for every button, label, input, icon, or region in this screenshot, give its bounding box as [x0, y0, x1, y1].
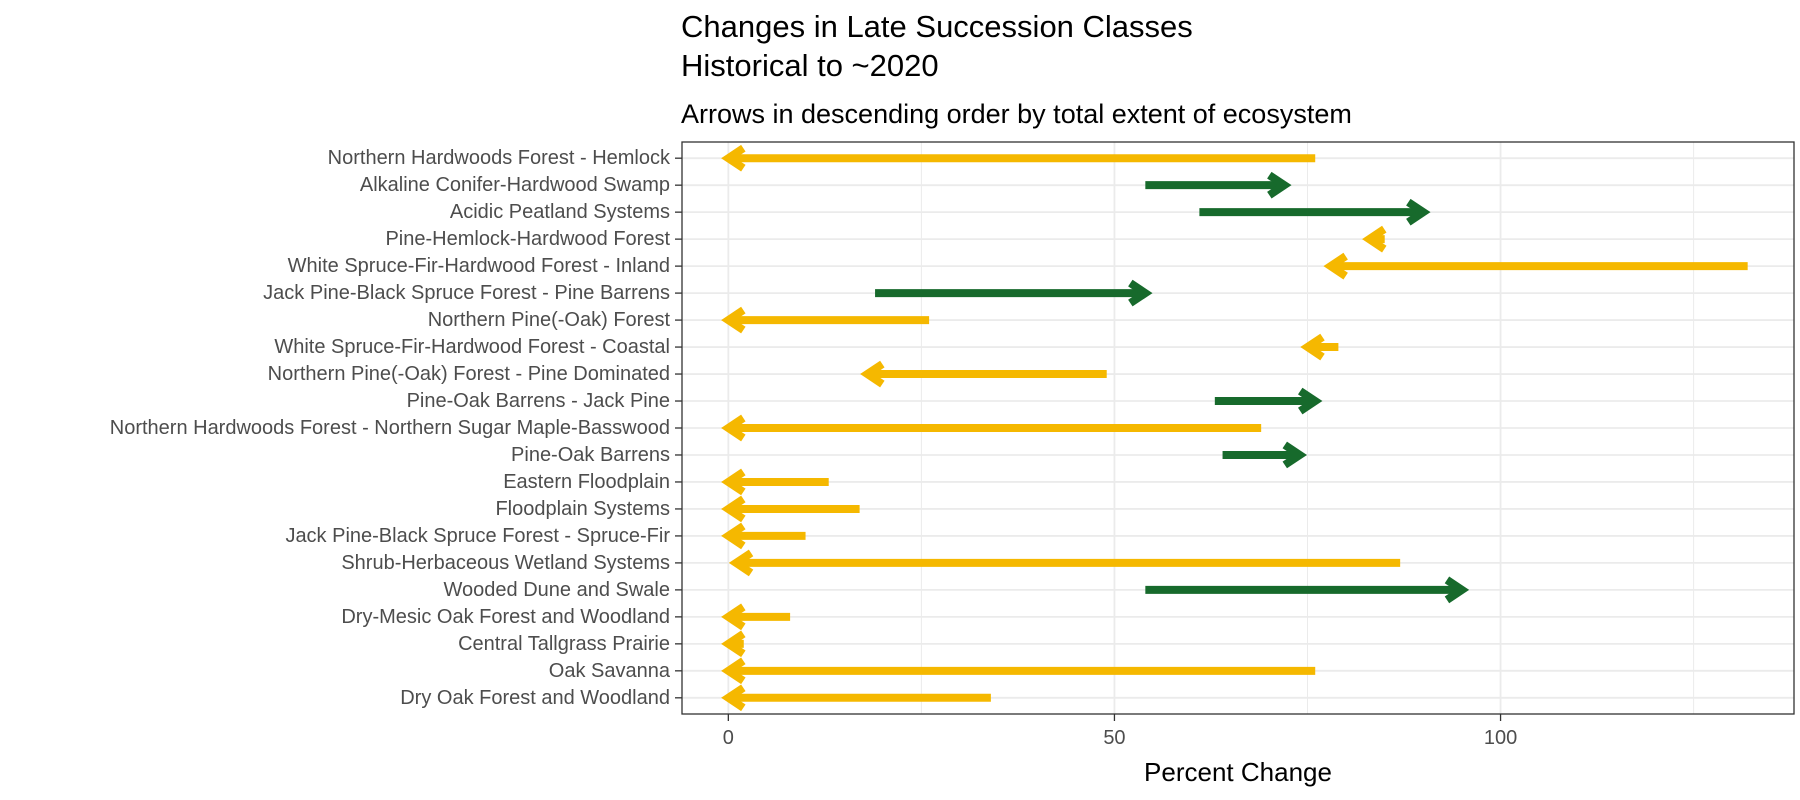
arrow-head [721, 630, 746, 658]
arrow-head [721, 603, 746, 631]
arrow [721, 306, 930, 334]
arrow [1145, 576, 1470, 604]
arrow [860, 360, 1107, 388]
arrow-head [1128, 279, 1153, 307]
arrow [721, 414, 1262, 442]
y-axis-label: Pine-Hemlock-Hardwood Forest [385, 228, 670, 250]
arrow [1222, 441, 1307, 469]
y-axis-label: Northern Pine(-Oak) Forest [428, 309, 671, 331]
x-axis-title: Percent Change [1144, 757, 1332, 787]
y-axis-label: Dry-Mesic Oak Forest and Woodland [341, 606, 670, 628]
x-tick-label: 0 [723, 727, 734, 749]
arrow [721, 144, 1316, 172]
x-tick-label: 50 [1103, 727, 1125, 749]
arrow [721, 522, 806, 550]
arrow-head [721, 495, 746, 523]
arrow [728, 549, 1401, 577]
arrow-head [1282, 441, 1307, 469]
arrow-head [721, 144, 746, 172]
y-axis-label: Northern Hardwoods Forest - Hemlock [328, 147, 671, 169]
y-axis-label: Central Tallgrass Prairie [458, 633, 670, 655]
arrow-head [1300, 333, 1325, 361]
x-axis-ticks: 0 50 100 [723, 714, 1517, 749]
arrow [721, 630, 746, 658]
arrow [1362, 225, 1387, 253]
y-axis-label: Shrub-Herbaceous Wetland Systems [341, 552, 670, 574]
y-axis-label: White Spruce-Fir-Hardwood Forest - Inlan… [288, 255, 670, 277]
arrows-layer [721, 144, 1748, 712]
y-axis-label: Northern Hardwoods Forest - Northern Sug… [110, 417, 670, 439]
arrow-head [1323, 252, 1348, 280]
y-axis-labels: Northern Hardwoods Forest - Hemlock Alkal… [110, 147, 682, 709]
arrow-head [1298, 387, 1323, 415]
y-axis-label: Acidic Peatland Systems [450, 201, 670, 223]
y-axis-label: Dry Oak Forest and Woodland [400, 687, 670, 709]
y-axis-label: Oak Savanna [549, 660, 671, 682]
arrow [1300, 333, 1339, 361]
arrow-head [728, 549, 754, 577]
y-axis-label: Pine-Oak Barrens - Jack Pine [407, 390, 670, 412]
arrow-head [721, 657, 746, 685]
arrow-head [1362, 225, 1387, 253]
arrow-head [721, 684, 746, 712]
arrow [721, 684, 991, 712]
arrow-head [721, 522, 746, 550]
arrow [721, 468, 829, 496]
y-axis-label: Wooded Dune and Swale [444, 579, 670, 601]
arrow [721, 603, 791, 631]
arrow [1214, 387, 1323, 415]
arrow-head [721, 414, 746, 442]
y-axis-label: Northern Pine(-Oak) Forest - Pine Domina… [268, 363, 670, 385]
chart-title-line-1: Changes in Late Succession Classes [681, 9, 1193, 44]
y-axis-label: Floodplain Systems [495, 498, 670, 520]
x-tick-label: 100 [1484, 727, 1517, 749]
arrow-head [1444, 576, 1470, 604]
chart-subtitle: Arrows in descending order by total exte… [681, 99, 1352, 129]
y-axis-label: Alkaline Conifer-Hardwood Swamp [360, 174, 670, 196]
y-axis-label: Pine-Oak Barrens [511, 444, 670, 466]
arrow-head [721, 306, 746, 334]
arrow [721, 495, 860, 523]
y-axis-label: Jack Pine-Black Spruce Forest - Pine Bar… [263, 282, 670, 304]
arrow [1145, 171, 1292, 199]
arrow-head [1267, 171, 1292, 199]
arrow-head [860, 360, 885, 388]
arrow [875, 279, 1153, 307]
arrow [1323, 252, 1748, 280]
arrow-head [721, 468, 746, 496]
y-axis-label: White Spruce-Fir-Hardwood Forest - Coast… [274, 336, 670, 358]
arrow [1199, 198, 1431, 226]
y-axis-label: Jack Pine-Black Spruce Forest - Spruce-F… [285, 525, 670, 547]
y-axis-label: Eastern Floodplain [503, 471, 670, 493]
arrow [721, 657, 1316, 685]
chart-title-line-2: Historical to ~2020 [681, 48, 939, 83]
arrow-head [1406, 198, 1431, 226]
